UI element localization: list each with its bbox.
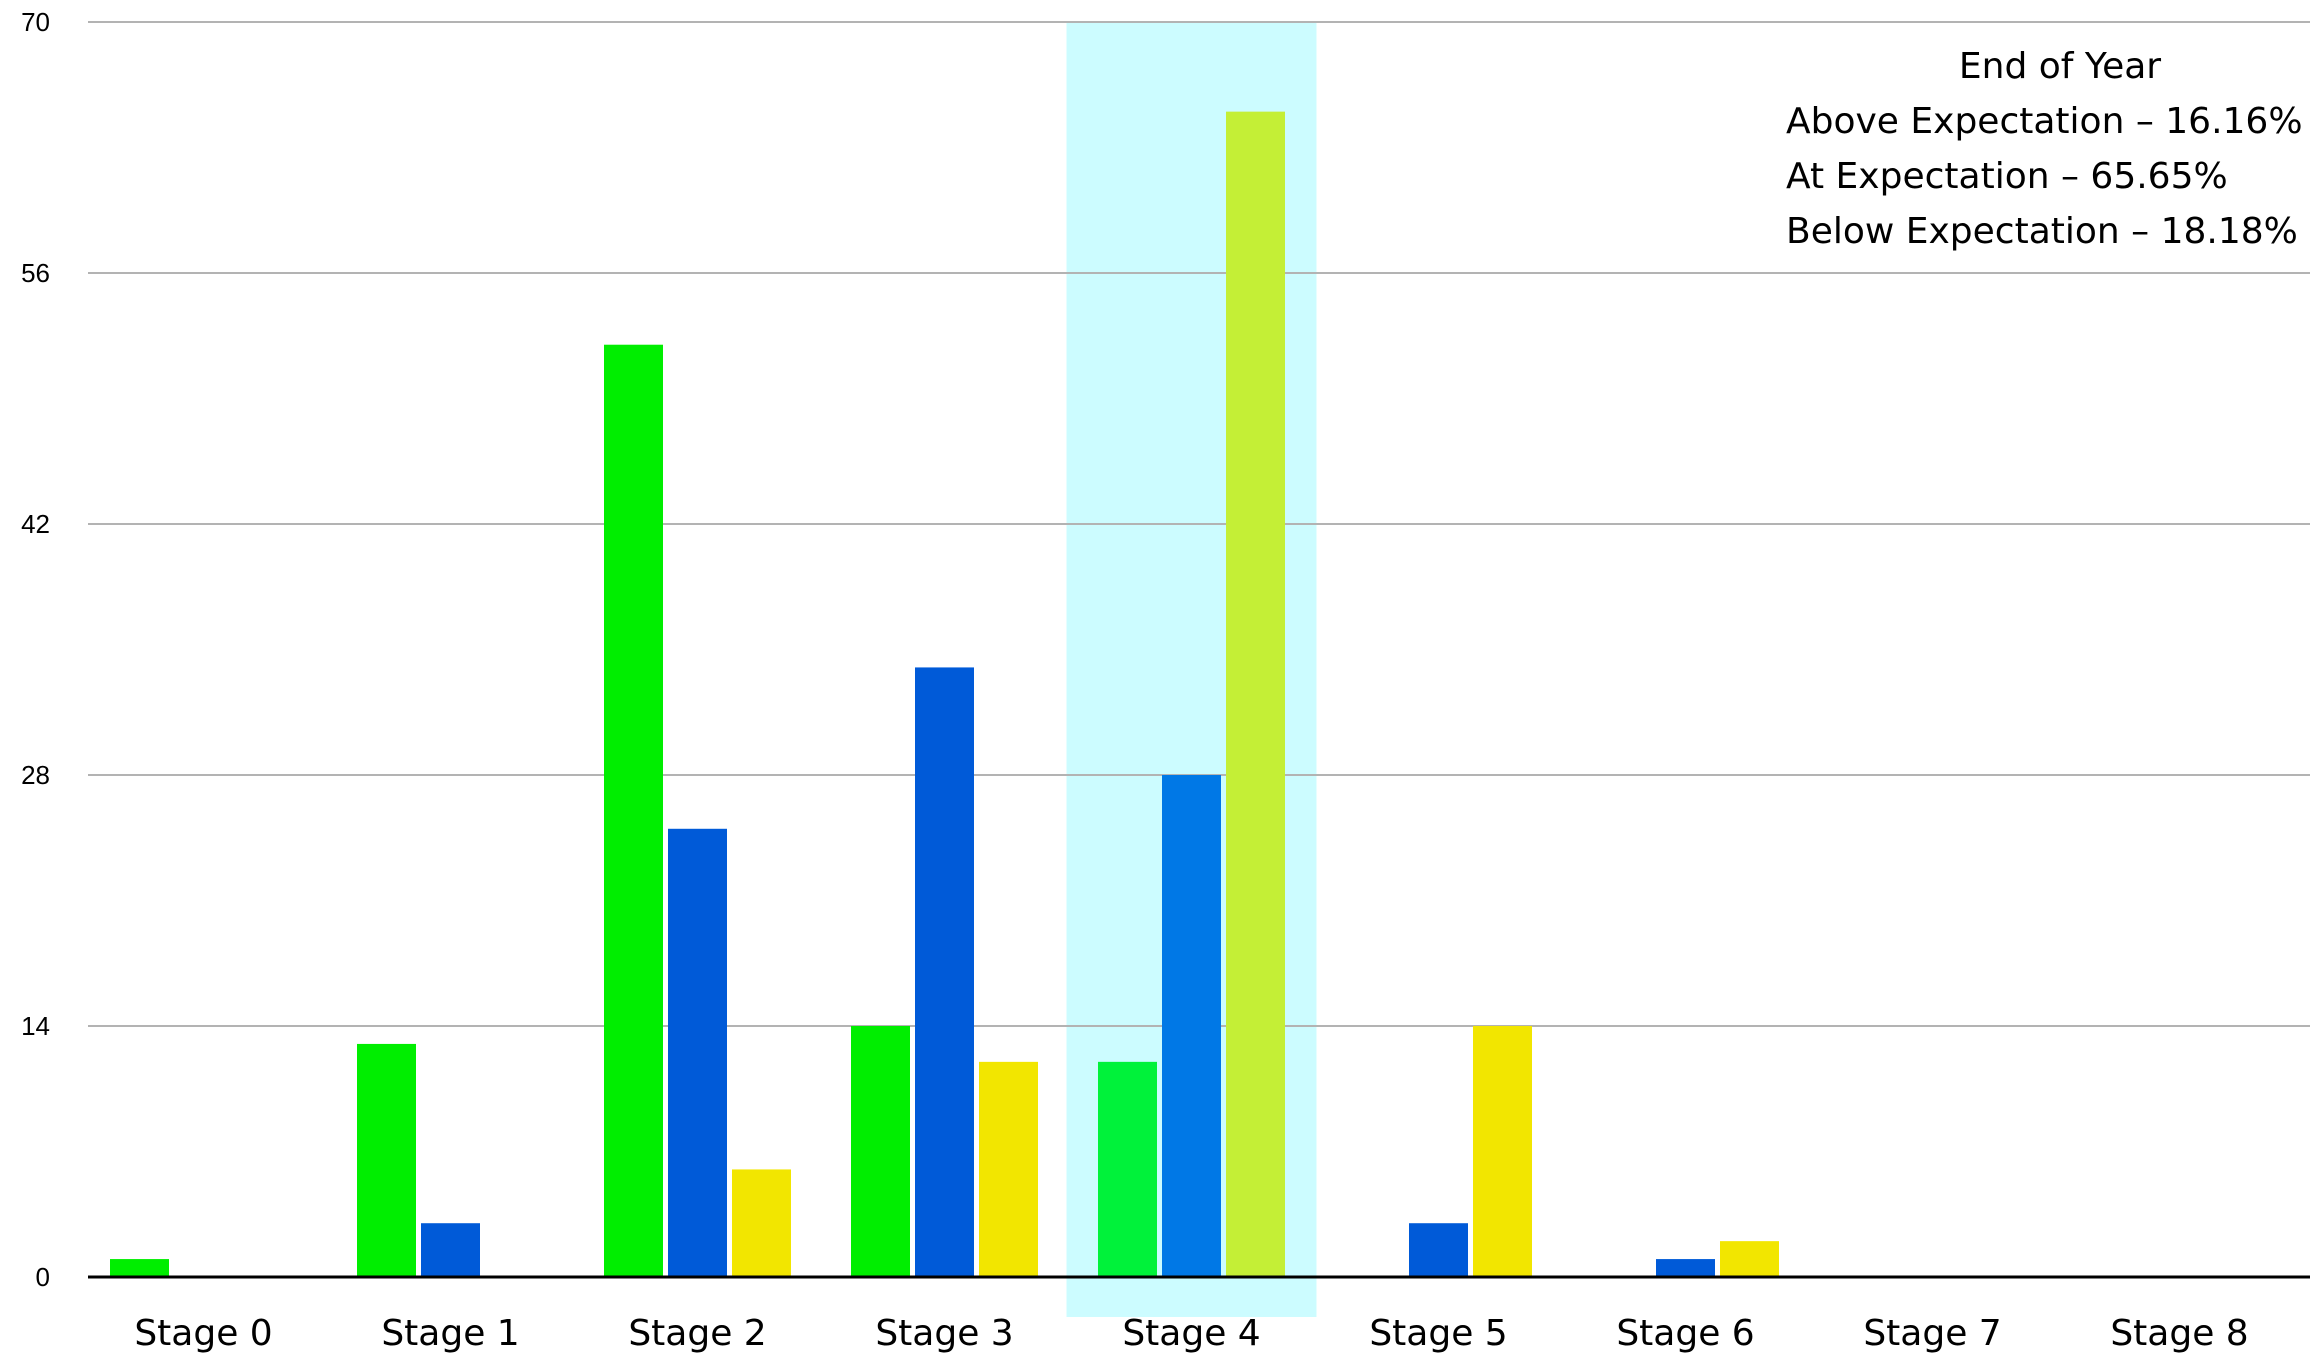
annotation-line: Above Expectation – 16.16%: [1786, 101, 2303, 142]
bar: [1656, 1259, 1715, 1277]
y-tick-label: 0: [36, 1262, 50, 1292]
y-tick-label: 42: [21, 509, 50, 539]
x-tick-label: Stage 1: [381, 1313, 519, 1354]
x-axis-ticks: Stage 0 Stage 1 Stage 2 Stage 3 Stage 4 Stage…: [134, 1313, 2248, 1354]
bar: [1162, 775, 1221, 1277]
bar: [110, 1259, 169, 1277]
bar: [1226, 111, 1285, 1278]
x-tick-label: Stage 7: [1863, 1313, 2001, 1354]
bars: [110, 111, 1779, 1278]
bar: [604, 344, 663, 1277]
y-tick-label: 28: [21, 760, 50, 790]
x-tick-label: Stage 0: [134, 1313, 272, 1354]
x-tick-label: Stage 8: [2110, 1313, 2248, 1354]
bar: [979, 1061, 1038, 1277]
bar: [668, 828, 727, 1277]
bar: [732, 1169, 791, 1277]
bar: [1720, 1241, 1779, 1277]
annotation-line: At Expectation – 65.65%: [1786, 156, 2228, 197]
bar: [1098, 1061, 1157, 1277]
y-axis-ticks: 0 14 28 42 56 70: [21, 7, 50, 1292]
bar: [851, 1026, 910, 1277]
y-tick-label: 56: [21, 258, 50, 288]
bar: [421, 1223, 480, 1277]
x-tick-label: Stage 6: [1616, 1313, 1754, 1354]
x-tick-label: Stage 2: [628, 1313, 766, 1354]
y-tick-label: 14: [21, 1011, 50, 1041]
bar: [1409, 1223, 1468, 1277]
x-tick-label: Stage 5: [1369, 1313, 1507, 1354]
annotation-box: End of Year Above Expectation – 16.16% A…: [1786, 46, 2303, 252]
bar: [357, 1043, 416, 1277]
y-tick-label: 70: [21, 7, 50, 37]
annotation-line: End of Year: [1959, 46, 2161, 87]
x-tick-label: Stage 4: [1122, 1313, 1260, 1354]
x-tick-label: Stage 3: [875, 1313, 1013, 1354]
bar: [1473, 1026, 1532, 1277]
bar: [915, 667, 974, 1277]
annotation-line: Below Expectation – 18.18%: [1786, 211, 2298, 252]
